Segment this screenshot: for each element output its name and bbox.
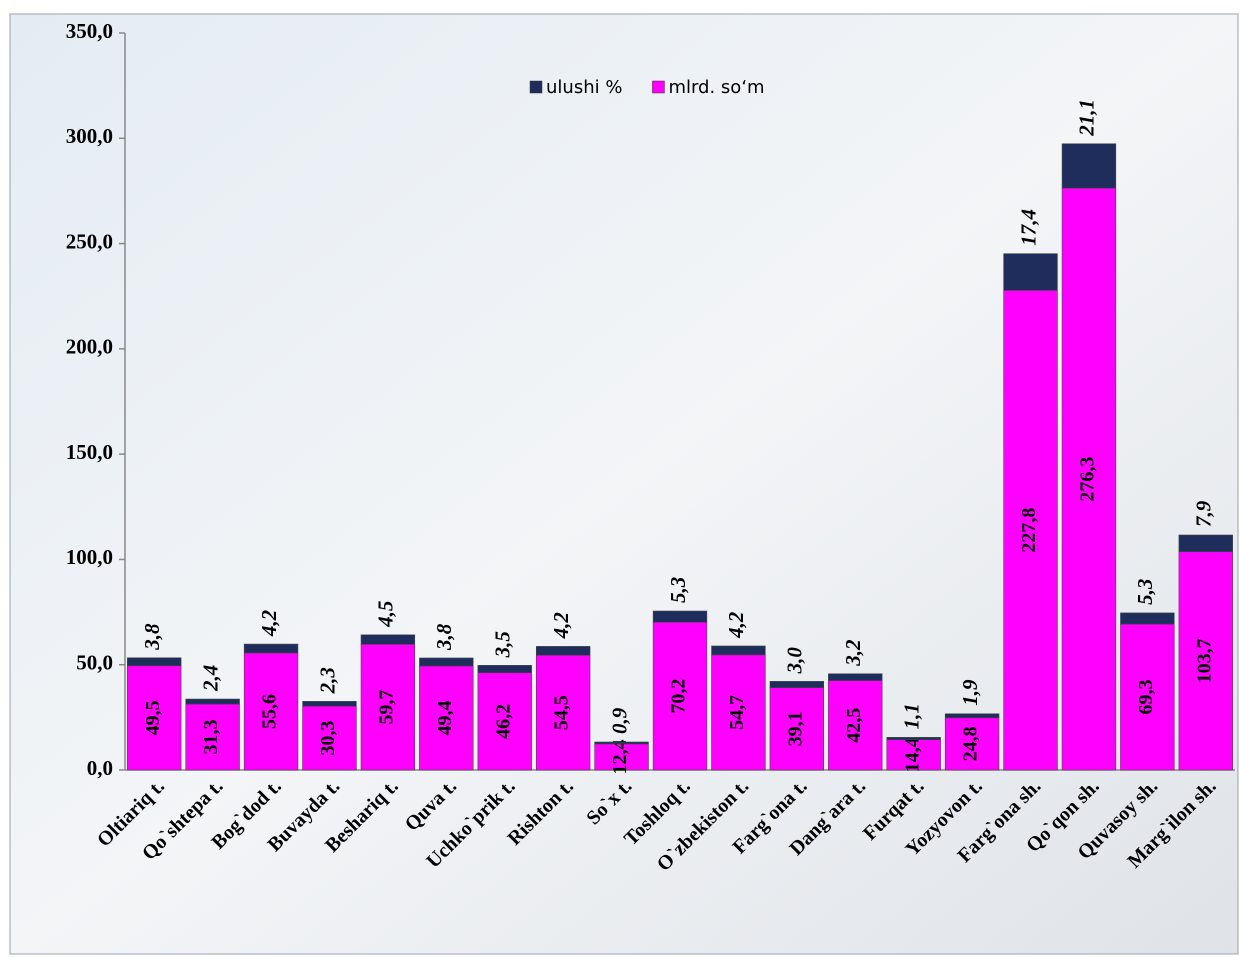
value-label: 59,7 — [375, 690, 397, 725]
value-label: 2,3 — [315, 667, 339, 694]
bar-segment — [594, 743, 649, 771]
bar-segment — [419, 657, 474, 667]
value-label: 3,5 — [491, 631, 515, 658]
value-label: 5,3 — [666, 577, 690, 603]
y-tick-label: 250,0 — [66, 229, 113, 253]
value-label: 55,6 — [259, 694, 281, 729]
bar-segment — [1003, 253, 1058, 291]
value-label: 4,2 — [724, 611, 748, 639]
y-tick-label: 0,0 — [87, 756, 113, 780]
value-label: 4,2 — [257, 609, 281, 637]
bar-segment — [535, 654, 591, 771]
bar-segment — [828, 673, 883, 681]
value-label: 3,0 — [783, 647, 807, 675]
bar-segment — [302, 701, 357, 707]
value-label: 31,3 — [200, 720, 222, 755]
value-label: 14,4 — [901, 737, 923, 772]
bar-segment — [594, 741, 649, 745]
bar-segment — [1178, 534, 1233, 552]
bar-segment — [185, 703, 240, 771]
value-label: 39,1 — [784, 711, 806, 746]
y-tick-label: 350,0 — [66, 19, 113, 43]
value-label: 3,8 — [140, 623, 164, 651]
y-tick-label: 300,0 — [66, 124, 113, 148]
legend-swatch — [529, 80, 543, 94]
legend-label: mlrd. so‘m — [668, 77, 764, 98]
bar-segment — [535, 646, 591, 656]
bar-segment — [477, 665, 532, 674]
bar-segment — [944, 713, 1000, 719]
value-label: 46,2 — [492, 704, 514, 739]
value-label: 70,2 — [668, 679, 690, 714]
bar-segment — [419, 665, 474, 771]
bar-segment — [886, 739, 941, 771]
bar-segment — [711, 654, 766, 771]
value-label: 0,9 — [607, 707, 631, 734]
bar-segment — [127, 665, 182, 771]
value-label: 30,3 — [317, 721, 339, 756]
value-label: 3,8 — [432, 623, 456, 651]
bar-segment — [1120, 623, 1175, 771]
bar-segment — [652, 621, 708, 771]
value-label: 21,1 — [1075, 99, 1099, 137]
bar-segment — [127, 657, 182, 667]
bar-segment — [477, 672, 532, 771]
y-tick-label: 200,0 — [66, 335, 113, 359]
bar-segment — [944, 717, 1000, 771]
value-label: 1,1 — [899, 703, 923, 729]
value-label: 54,5 — [551, 695, 573, 730]
bar-segment — [243, 643, 299, 654]
bar-segment — [1061, 143, 1117, 189]
bar-segment — [828, 680, 883, 771]
value-label: 276,3 — [1077, 457, 1099, 502]
bar-segment — [1003, 290, 1058, 771]
bar-segment — [1120, 612, 1175, 625]
y-tick-label: 150,0 — [66, 440, 113, 464]
y-tick-label: 50,0 — [76, 651, 113, 675]
value-label: 69,3 — [1135, 680, 1157, 715]
value-label: 227,8 — [1018, 508, 1040, 553]
value-label: 54,7 — [726, 695, 748, 730]
bar-segment — [243, 652, 299, 771]
value-label: 4,2 — [549, 612, 573, 640]
bar-segment — [185, 698, 240, 705]
value-label: 5,3 — [1133, 579, 1157, 605]
value-label: 49,5 — [142, 700, 164, 735]
value-label: 42,5 — [843, 708, 865, 743]
value-label: 49,4 — [434, 700, 456, 735]
value-label: 4,5 — [374, 601, 398, 628]
value-label: 2,4 — [198, 665, 222, 692]
value-label: 103,7 — [1193, 638, 1215, 683]
bar-segment — [302, 705, 357, 771]
value-label: 12,4 — [609, 739, 631, 774]
bar-segment — [769, 687, 825, 771]
bar-segment — [769, 681, 825, 688]
bar-segment — [652, 610, 708, 623]
bar-segment — [360, 634, 416, 645]
value-label: 17,4 — [1016, 209, 1040, 246]
legend-swatch — [652, 80, 665, 94]
value-label: 24,8 — [960, 726, 982, 761]
value-label: 3,2 — [841, 639, 865, 667]
value-label: 7,9 — [1192, 500, 1216, 527]
legend-label: ulushi % — [546, 77, 622, 98]
bar-segment — [1178, 551, 1233, 771]
y-tick-label: 100,0 — [66, 545, 113, 569]
bar-segment — [886, 737, 941, 740]
bar-segment — [711, 645, 766, 656]
value-label: 1,9 — [958, 679, 982, 706]
